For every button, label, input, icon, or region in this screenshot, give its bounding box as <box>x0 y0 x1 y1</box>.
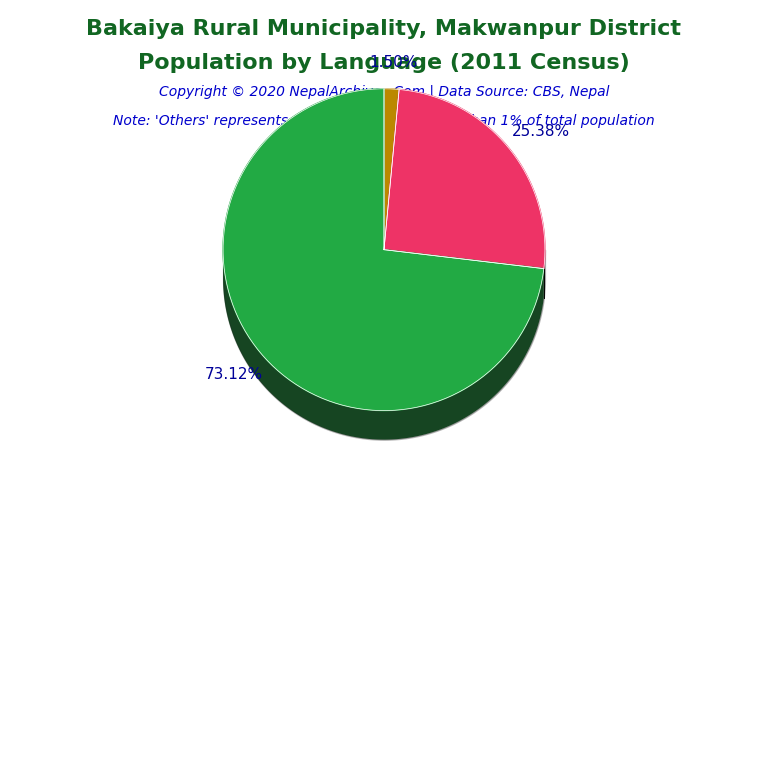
PathPatch shape <box>223 250 544 439</box>
Text: 1.50%: 1.50% <box>369 55 418 70</box>
Polygon shape <box>384 89 399 250</box>
Text: 25.38%: 25.38% <box>511 124 570 139</box>
Text: Population by Language (2011 Census): Population by Language (2011 Census) <box>138 53 630 73</box>
Polygon shape <box>384 89 545 269</box>
Text: Bakaiya Rural Municipality, Makwanpur District: Bakaiya Rural Municipality, Makwanpur Di… <box>87 19 681 39</box>
PathPatch shape <box>544 251 545 298</box>
Text: Note: 'Others' represents the Languages with less than 1% of total population: Note: 'Others' represents the Languages … <box>113 114 655 128</box>
Text: Copyright © 2020 NepalArchives.Com | Data Source: CBS, Nepal: Copyright © 2020 NepalArchives.Com | Dat… <box>159 84 609 99</box>
Polygon shape <box>223 89 544 411</box>
Text: 73.12%: 73.12% <box>204 367 263 382</box>
